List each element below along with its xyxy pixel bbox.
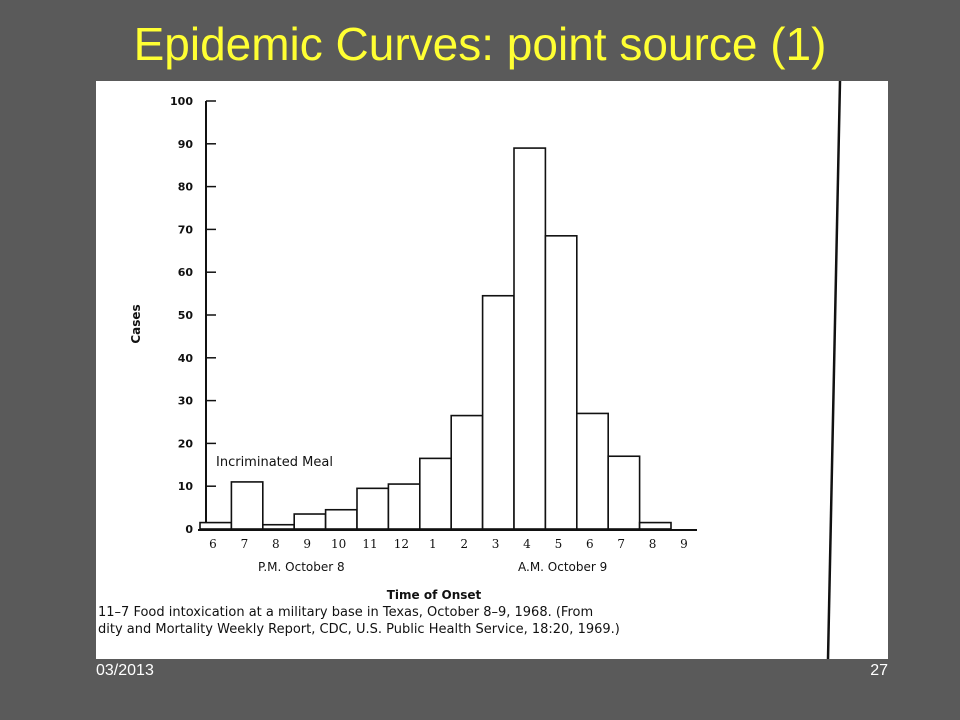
x-tick-label: 10 <box>331 537 346 551</box>
histogram-bar <box>638 521 672 530</box>
y-tick-label: 80 <box>178 181 194 194</box>
histogram-bar <box>324 508 358 530</box>
y-tick-label: 30 <box>178 395 194 408</box>
x-tick-label: 6 <box>209 537 217 551</box>
histogram-bar <box>418 457 452 530</box>
slide-title: Epidemic Curves: point source (1) <box>133 18 827 70</box>
histogram-bar <box>450 414 484 530</box>
x-tick-label: 9 <box>680 537 688 551</box>
footer-date: 03/2013 <box>96 662 154 679</box>
x-tick-label: 2 <box>460 537 468 551</box>
x-tick-label: 12 <box>394 537 409 551</box>
histogram-bar <box>199 521 233 530</box>
x-tick-label: 8 <box>649 537 657 551</box>
y-tick-label: 10 <box>178 480 194 493</box>
y-tick-label: 90 <box>178 138 194 151</box>
histogram-bar <box>575 412 609 530</box>
x-tick-label: 3 <box>492 537 500 551</box>
y-tick-label: 100 <box>170 95 193 108</box>
histogram-bar <box>262 523 296 530</box>
x-tick-label: 11 <box>362 537 377 551</box>
period-label-am: A.M. October 9 <box>518 560 607 574</box>
histogram-bar <box>230 481 264 530</box>
histogram-bar <box>356 487 390 530</box>
x-tick-label: 7 <box>617 537 625 551</box>
incriminated-meal-annotation: Incriminated Meal <box>216 455 333 470</box>
x-tick-label: 8 <box>272 537 280 551</box>
x-axis-label: Time of Onset <box>387 588 482 602</box>
x-tick-label: 7 <box>241 537 249 551</box>
histogram-bar <box>481 294 515 530</box>
histogram-bar <box>513 147 547 530</box>
x-tick-label: 6 <box>586 537 594 551</box>
y-tick-label: 70 <box>178 223 194 236</box>
x-tick-label: 4 <box>523 537 531 551</box>
x-tick-label: 9 <box>303 537 311 551</box>
y-tick-label: 0 <box>185 523 193 536</box>
histogram-bar <box>607 455 641 530</box>
y-tick-label: 50 <box>178 309 194 322</box>
histogram-bar <box>293 513 327 530</box>
y-tick-label: 20 <box>178 437 194 450</box>
scanned-figure: 0 10 20 30 40 50 60 70 80 90 100 6 7 8 9 10 11 12 1 2 3 4 5 6 7… <box>96 81 888 659</box>
figure-caption-line-2: dity and Mortality Weekly Report, CDC, U… <box>98 622 620 637</box>
page-number: 27 <box>870 662 888 679</box>
histogram-bar <box>387 483 421 530</box>
y-tick-label: 40 <box>178 352 194 365</box>
figure-caption-line-1: 11–7 Food intoxication at a military bas… <box>98 605 593 620</box>
histogram-bar <box>544 235 578 530</box>
scan-edge-line <box>826 81 842 659</box>
y-tick-label: 60 <box>178 266 194 279</box>
x-tick-label: 1 <box>429 537 437 551</box>
x-tick-label: 5 <box>555 537 563 551</box>
period-label-pm: P.M. October 8 <box>258 560 345 574</box>
y-axis-label: Cases <box>129 304 143 343</box>
